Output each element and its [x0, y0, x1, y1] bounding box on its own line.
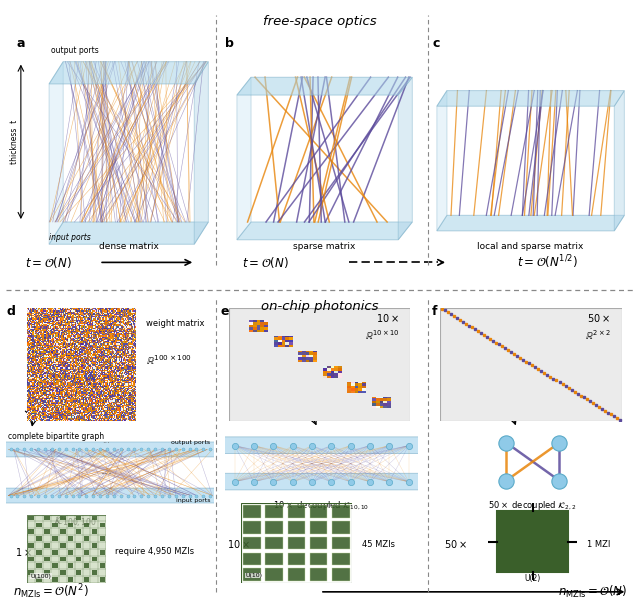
Polygon shape [49, 62, 63, 244]
Polygon shape [437, 91, 625, 106]
Text: complete bipartite graph: complete bipartite graph [8, 432, 104, 442]
Text: $\mathbb{R}^{100\times100}$: $\mathbb{R}^{100\times100}$ [146, 353, 191, 367]
Text: U(2): U(2) [525, 574, 541, 583]
Text: d: d [6, 305, 15, 318]
Polygon shape [237, 77, 251, 240]
Polygon shape [437, 91, 447, 231]
Text: input ports: input ports [49, 233, 91, 242]
Text: f: f [432, 305, 438, 318]
Text: require 4,950 MZIs: require 4,950 MZIs [115, 547, 194, 556]
Text: c: c [433, 37, 440, 50]
Text: $t=\mathcal{O}(N)$: $t=\mathcal{O}(N)$ [243, 255, 289, 270]
Text: output ports: output ports [51, 46, 99, 55]
Polygon shape [49, 222, 209, 244]
Text: on-chip photonics: on-chip photonics [261, 300, 379, 313]
Text: sparse matrix: sparse matrix [293, 242, 356, 251]
Text: $10\times$ decoupled $\mathcal{K}_{10,10}$: $10\times$ decoupled $\mathcal{K}_{10,10… [273, 499, 370, 512]
Text: $50\times$ decoupled $\mathcal{K}_{2,2}$: $50\times$ decoupled $\mathcal{K}_{2,2}$ [488, 499, 577, 512]
Text: dense matrix: dense matrix [99, 242, 159, 251]
Polygon shape [49, 62, 209, 84]
Text: $50\times$: $50\times$ [444, 539, 467, 550]
Text: $n_\mathrm{MZIs}=\mathcal{O}(N^2)$: $n_\mathrm{MZIs}=\mathcal{O}(N^2)$ [13, 583, 88, 601]
Text: $t=\mathcal{O}(N^{1/2})$: $t=\mathcal{O}(N^{1/2})$ [516, 254, 578, 271]
Text: 1 MZI: 1 MZI [588, 540, 611, 549]
Text: 45 MZIs: 45 MZIs [362, 540, 395, 549]
Polygon shape [195, 62, 209, 244]
Polygon shape [398, 77, 412, 240]
Text: $t=\mathcal{O}(N)$: $t=\mathcal{O}(N)$ [25, 255, 71, 270]
Text: $n_\mathrm{MZIs}=\mathcal{O}(N)$: $n_\mathrm{MZIs}=\mathcal{O}(N)$ [558, 584, 627, 600]
Text: local and sparse matrix: local and sparse matrix [477, 242, 584, 251]
Text: weight matrix: weight matrix [146, 319, 204, 328]
Text: a: a [17, 37, 26, 50]
Text: free-space optics: free-space optics [263, 15, 377, 28]
Text: $1\times$: $1\times$ [15, 545, 31, 558]
Text: $10\times$: $10\times$ [227, 539, 250, 550]
Text: thickness  t: thickness t [10, 120, 19, 164]
Text: e: e [221, 305, 229, 318]
Polygon shape [614, 91, 625, 231]
Text: b: b [225, 37, 234, 50]
Polygon shape [437, 215, 625, 231]
Polygon shape [237, 77, 412, 95]
Polygon shape [237, 222, 412, 240]
